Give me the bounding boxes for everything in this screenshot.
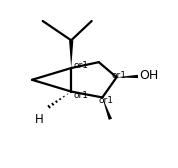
Text: or1: or1 (111, 71, 126, 80)
Polygon shape (102, 97, 112, 120)
Polygon shape (117, 75, 138, 78)
Text: or1: or1 (99, 96, 114, 105)
Text: OH: OH (139, 69, 158, 82)
Polygon shape (69, 40, 73, 68)
Text: or1: or1 (74, 61, 89, 70)
Text: H: H (34, 113, 43, 125)
Text: or1: or1 (74, 91, 89, 100)
